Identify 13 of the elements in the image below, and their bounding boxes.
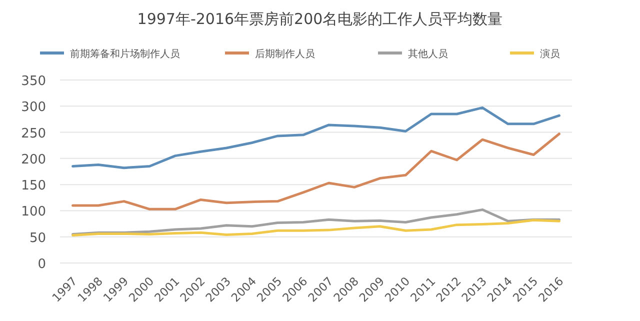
y-tick-label: 0	[38, 257, 46, 272]
y-tick-label: 100	[21, 204, 46, 220]
legend-label: 后期制作人员	[255, 48, 315, 60]
chart-title: 1997年-2016年票房前200名电影的工作人员平均数量	[137, 10, 503, 28]
y-tick-label: 150	[21, 178, 46, 194]
y-tick-label: 200	[21, 152, 46, 168]
y-tick-label: 350	[21, 74, 46, 89]
y-tick-label: 50	[29, 230, 46, 246]
legend-label: 演员	[540, 48, 560, 60]
y-tick-label: 300	[21, 100, 46, 116]
y-tick-label: 250	[21, 126, 46, 142]
legend-label: 其他人员	[408, 48, 448, 60]
legend-label: 前期筹备和片场制作人员	[70, 48, 180, 60]
